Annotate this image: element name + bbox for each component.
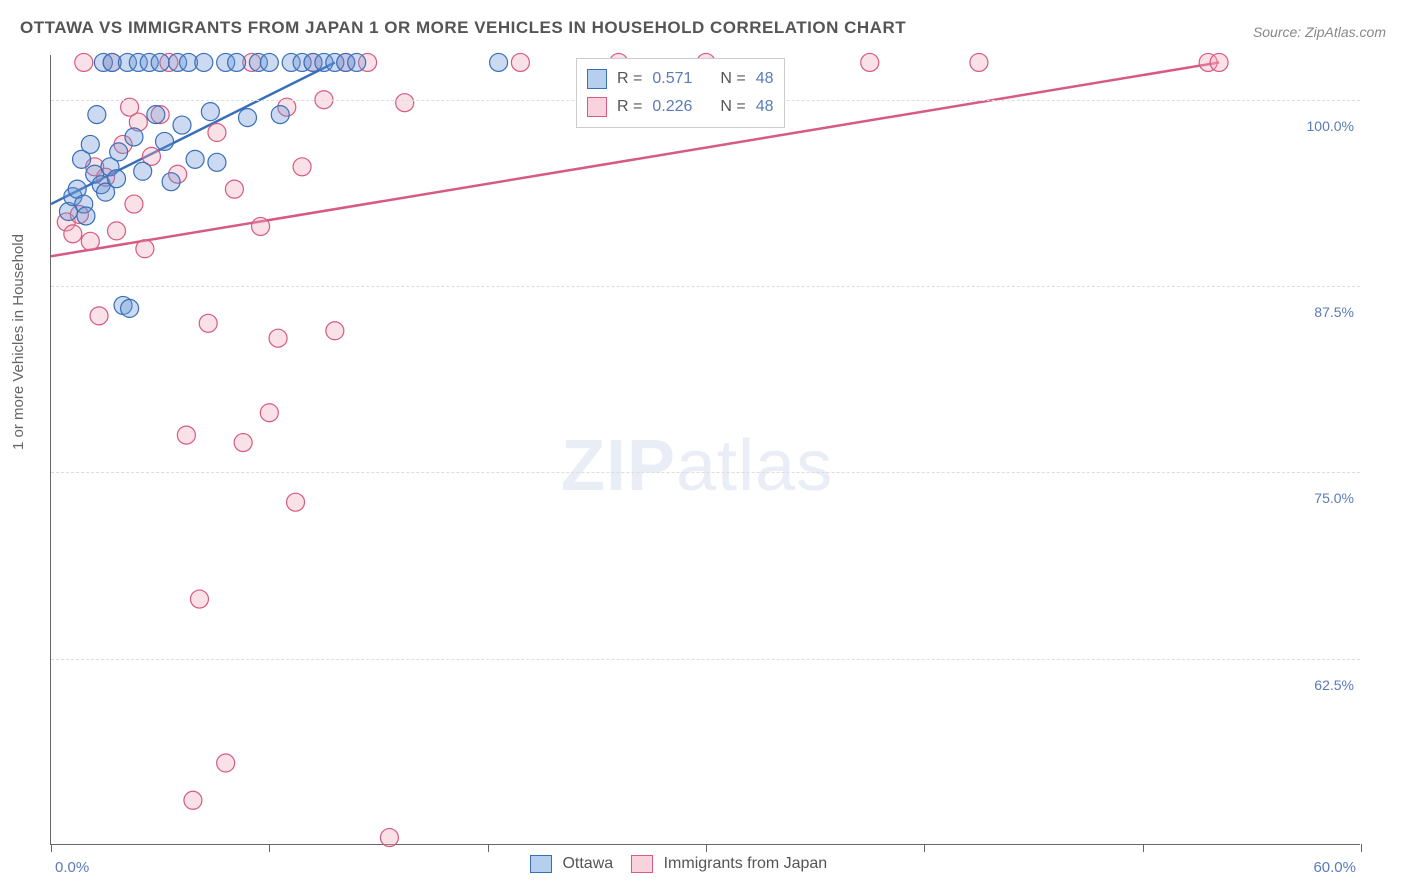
data-point [75,53,93,71]
data-point [125,195,143,213]
data-point [136,240,154,258]
data-point [184,791,202,809]
data-point [234,434,252,452]
data-point [134,162,152,180]
x-tick-label: 60.0% [1313,859,1356,876]
data-point [271,106,289,124]
source-label: Source: ZipAtlas.com [1253,24,1386,40]
data-point [195,53,213,71]
legend-swatch-blue [530,855,552,873]
stats-row-2: R = 0.226 N = 48 [587,93,774,121]
data-point [201,103,219,121]
legend-swatch-pink [631,855,653,873]
chart-title: OTTAWA VS IMMIGRANTS FROM JAPAN 1 OR MOR… [20,18,906,38]
x-tick [1143,844,1144,852]
data-point [217,754,235,772]
data-point [970,53,988,71]
data-point [162,173,180,191]
stats-n-value-1: 48 [756,70,774,88]
gridline-h [51,659,1360,660]
chart-svg [51,55,1360,844]
data-point [147,106,165,124]
data-point [81,135,99,153]
data-point [108,170,126,188]
data-point [293,158,311,176]
data-point [156,132,174,150]
x-tick [924,844,925,852]
y-axis-title: 1 or more Vehicles in Household [10,234,27,450]
data-point [287,493,305,511]
stats-n-label: N = [720,98,745,116]
data-point [77,207,95,225]
data-point [326,322,344,340]
x-tick [1361,844,1362,852]
data-point [88,106,106,124]
gridline-h [51,286,1360,287]
stats-n-value-2: 48 [756,98,774,116]
gridline-h [51,472,1360,473]
data-point [177,426,195,444]
stats-box: R = 0.571 N = 48 R = 0.226 N = 48 [576,58,785,128]
stats-r-value-1: 0.571 [652,70,692,88]
x-tick [488,844,489,852]
data-point [490,53,508,71]
legend-item-ottawa: Ottawa [530,855,613,873]
legend-item-japan: Immigrants from Japan [631,855,827,873]
y-tick-label: 100.0% [1307,118,1354,134]
y-tick-label: 87.5% [1314,304,1354,320]
data-point [348,53,366,71]
data-point [511,53,529,71]
data-point [199,314,217,332]
data-point [380,829,398,847]
plot-area: ZIPatlas 62.5%75.0%87.5%100.0%0.0%60.0% [50,55,1360,845]
data-point [64,225,82,243]
data-point [228,53,246,71]
data-point [81,232,99,250]
data-point [260,404,278,422]
data-point [186,150,204,168]
x-tick [706,844,707,852]
data-point [252,217,270,235]
data-point [125,128,143,146]
data-point [121,299,139,317]
data-point [269,329,287,347]
stats-r-value-2: 0.226 [652,98,692,116]
data-point [190,590,208,608]
data-point [173,116,191,134]
legend-bottom: Ottawa Immigrants from Japan [530,855,827,873]
data-point [239,109,257,127]
data-point [90,307,108,325]
data-point [208,153,226,171]
legend-label-ottawa: Ottawa [562,855,613,872]
stats-row-1: R = 0.571 N = 48 [587,65,774,93]
stats-swatch-pink [587,97,607,117]
y-tick-label: 75.0% [1314,490,1354,506]
legend-label-japan: Immigrants from Japan [664,855,828,872]
x-tick [269,844,270,852]
data-point [208,124,226,142]
x-tick-label: 0.0% [55,859,89,876]
stats-r-label: R = [617,98,642,116]
data-point [396,94,414,112]
y-tick-label: 62.5% [1314,677,1354,693]
data-point [110,143,128,161]
data-point [260,53,278,71]
stats-n-label: N = [720,70,745,88]
stats-r-label: R = [617,70,642,88]
data-point [151,53,169,71]
data-point [108,222,126,240]
x-tick [51,844,52,852]
data-point [1210,53,1228,71]
data-point [225,180,243,198]
data-point [861,53,879,71]
stats-swatch-blue [587,69,607,89]
